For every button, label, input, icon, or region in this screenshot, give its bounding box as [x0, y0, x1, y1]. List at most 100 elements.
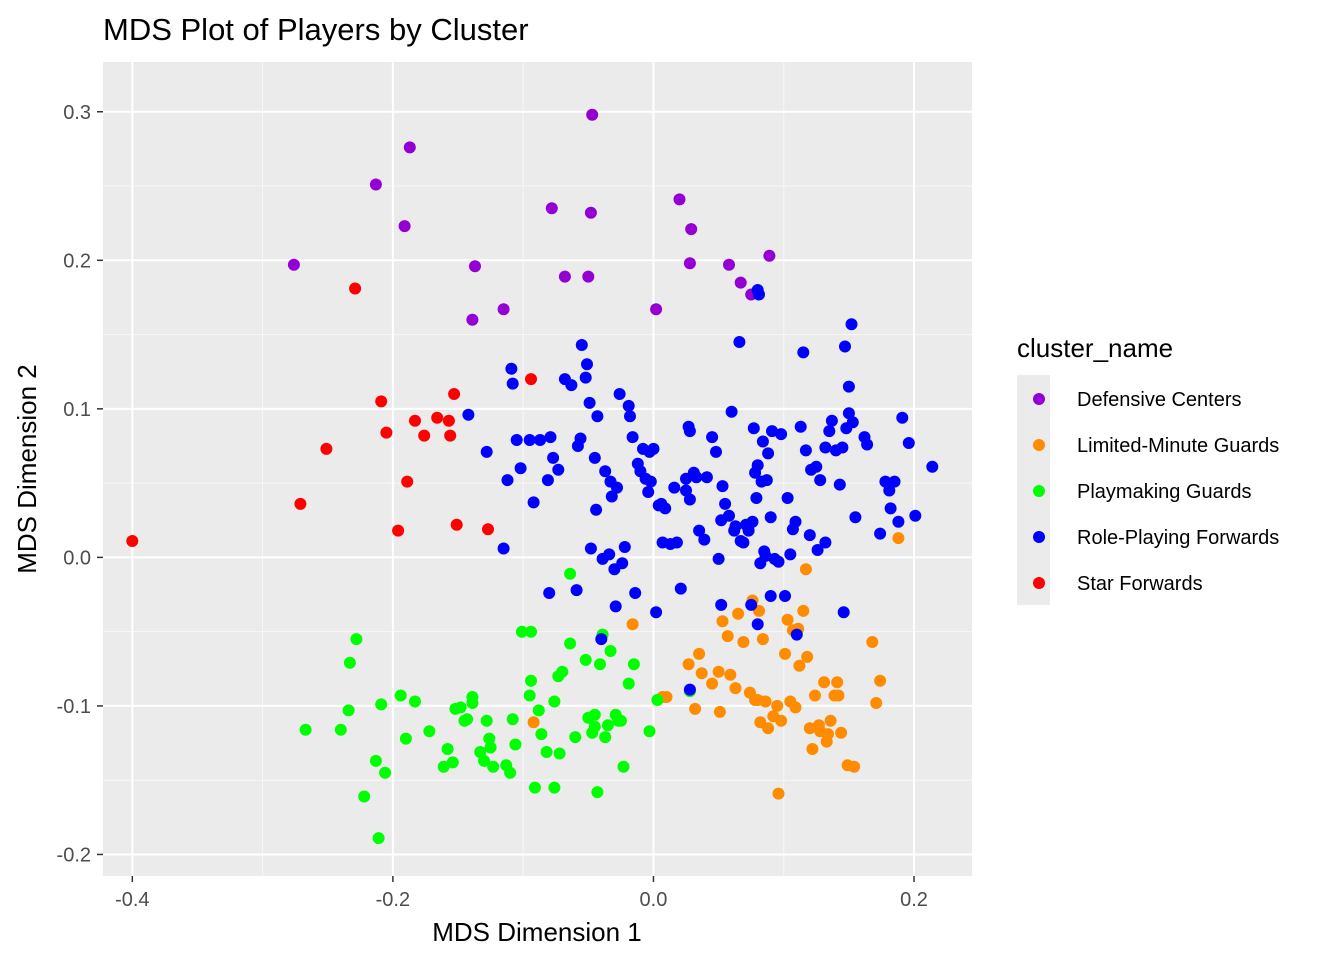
point-star-forwards: [525, 373, 537, 386]
point-playmaking-guards: [548, 781, 561, 794]
point-star-forwards: [448, 388, 461, 400]
point-role-playing-forwards: [584, 542, 597, 555]
point-playmaking-guards: [466, 691, 479, 703]
point-role-playing-forwards: [543, 587, 556, 599]
point-role-playing-forwards: [712, 552, 725, 565]
point-limited-minute-guards: [721, 630, 734, 643]
point-playmaking-guards: [525, 625, 537, 638]
point-role-playing-forwards: [746, 515, 759, 528]
legend-title: cluster_name: [1017, 333, 1173, 363]
point-playmaking-guards: [553, 747, 566, 760]
point-role-playing-forwards: [781, 492, 794, 504]
point-role-playing-forwards: [605, 490, 618, 503]
point-limited-minute-guards: [789, 701, 802, 714]
point-role-playing-forwards: [837, 606, 850, 619]
point-limited-minute-guards: [870, 697, 883, 709]
point-playmaking-guards: [487, 760, 500, 773]
point-limited-minute-guards: [771, 699, 784, 712]
point-role-playing-forwards: [583, 396, 596, 409]
point-role-playing-forwards: [581, 358, 593, 371]
point-playmaking-guards: [523, 689, 536, 702]
point-role-playing-forwards: [747, 422, 760, 435]
point-role-playing-forwards: [588, 451, 601, 464]
point-playmaking-guards: [409, 695, 421, 708]
point-role-playing-forwards: [784, 548, 797, 561]
point-playmaking-guards: [509, 738, 522, 751]
point-playmaking-guards: [375, 698, 388, 711]
point-role-playing-forwards: [683, 425, 696, 438]
point-playmaking-guards: [525, 674, 537, 687]
legend-key-defensive-centers: [1033, 393, 1045, 405]
point-role-playing-forwards: [839, 340, 851, 353]
point-limited-minute-guards: [695, 667, 708, 680]
point-role-playing-forwards: [790, 628, 803, 641]
point-role-playing-forwards: [591, 410, 604, 423]
point-limited-minute-guards: [693, 647, 706, 660]
point-limited-minute-guards: [737, 636, 750, 648]
point-defensive-centers: [369, 178, 382, 191]
point-defensive-centers: [734, 276, 747, 289]
point-role-playing-forwards: [680, 484, 692, 497]
point-defensive-centers: [469, 260, 481, 273]
y-tick-label: 0.3: [63, 102, 91, 124]
point-playmaking-guards: [532, 704, 545, 717]
point-role-playing-forwards: [644, 475, 657, 488]
chart-title: MDS Plot of Players by Cluster: [103, 12, 529, 47]
point-star-forwards: [409, 414, 421, 427]
point-role-playing-forwards: [670, 536, 683, 549]
point-playmaking-guards: [446, 756, 459, 769]
y-tick-label: -0.1: [57, 696, 91, 718]
x-tick-label: -0.2: [376, 889, 410, 911]
point-role-playing-forwards: [565, 379, 578, 392]
point-role-playing-forwards: [751, 618, 764, 631]
point-role-playing-forwards: [609, 600, 622, 613]
point-role-playing-forwards: [745, 598, 758, 611]
point-limited-minute-guards: [874, 674, 887, 687]
point-defensive-centers: [287, 258, 300, 271]
point-role-playing-forwards: [725, 405, 738, 418]
point-role-playing-forwards: [506, 377, 519, 390]
point-star-forwards: [349, 282, 362, 295]
point-playmaking-guards: [548, 695, 561, 708]
point-role-playing-forwards: [611, 481, 623, 494]
point-star-forwards: [401, 475, 414, 488]
point-role-playing-forwards: [643, 445, 656, 458]
point-role-playing-forwards: [618, 541, 631, 553]
point-role-playing-forwards: [751, 459, 764, 472]
point-role-playing-forwards: [789, 515, 802, 528]
point-role-playing-forwards: [729, 520, 742, 533]
point-role-playing-forwards: [534, 434, 547, 446]
point-role-playing-forwards: [579, 371, 592, 384]
point-role-playing-forwards: [716, 480, 729, 493]
point-role-playing-forwards: [595, 633, 608, 646]
point-limited-minute-guards: [689, 702, 702, 715]
point-role-playing-forwards: [505, 362, 518, 375]
point-defensive-centers: [497, 303, 510, 316]
point-role-playing-forwards: [909, 509, 922, 522]
point-role-playing-forwards: [547, 451, 560, 464]
point-role-playing-forwards: [884, 502, 897, 515]
y-tick-label: 0.2: [63, 250, 91, 272]
point-role-playing-forwards: [622, 399, 635, 412]
point-limited-minute-guards: [779, 647, 791, 660]
point-star-forwards: [442, 414, 455, 427]
point-limited-minute-guards: [848, 760, 861, 773]
point-role-playing-forwards: [642, 486, 655, 498]
point-role-playing-forwards: [825, 414, 838, 427]
point-defensive-centers: [673, 193, 686, 206]
point-defensive-centers: [584, 206, 597, 219]
point-defensive-centers: [723, 258, 735, 271]
point-defensive-centers: [763, 249, 776, 262]
point-playmaking-guards: [334, 723, 347, 736]
point-playmaking-guards: [540, 746, 553, 758]
point-role-playing-forwards: [766, 425, 778, 438]
data-points: [126, 108, 939, 845]
point-playmaking-guards: [591, 786, 604, 799]
point-playmaking-guards: [622, 677, 635, 690]
point-role-playing-forwards: [896, 411, 909, 424]
point-role-playing-forwards: [514, 462, 527, 475]
point-playmaking-guards: [617, 760, 630, 773]
legend-label-defensive-centers: Defensive Centers: [1077, 389, 1242, 411]
point-star-forwards: [380, 426, 393, 439]
